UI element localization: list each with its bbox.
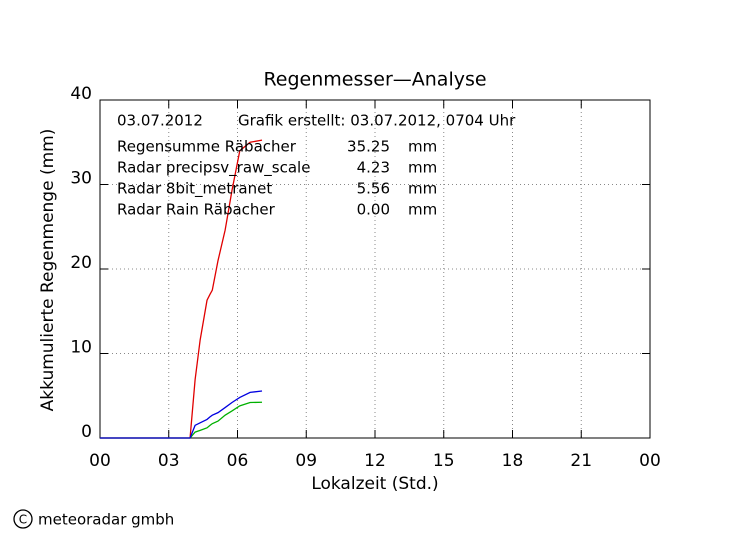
legend-name: Radar 8bit_metranet	[117, 180, 272, 199]
x-tick-label: 18	[502, 451, 524, 471]
plot-frame	[99, 99, 651, 439]
legend-value: 35.25	[347, 138, 390, 156]
legend-value: 5.56	[357, 180, 390, 198]
legend-unit: mm	[408, 180, 437, 198]
x-tick-label: 21	[570, 451, 592, 471]
x-axis-label: Lokalzeit (Std.)	[311, 474, 438, 494]
x-tick-label: 09	[295, 451, 317, 471]
x-tick-label: 00	[639, 451, 661, 471]
legend-value: 0.00	[357, 201, 390, 219]
series-line	[100, 401, 263, 439]
x-tick-label: 00	[89, 451, 111, 471]
date: 03.07.2012	[117, 112, 203, 130]
y-axis-label: Akkumulierte Regenmenge (mm)	[38, 129, 58, 412]
legend-name: Radar Rain Räbacher	[117, 201, 276, 219]
x-tick-label: 15	[433, 451, 455, 471]
series-line	[100, 139, 263, 439]
x-tick-label: 06	[227, 451, 249, 471]
logo-circle	[13, 509, 33, 529]
x-tick-label: 12	[364, 451, 386, 471]
y-tick-label: 40	[70, 84, 92, 104]
legend-name: Regensumme Räbacher	[117, 138, 297, 156]
legend-value: 4.23	[357, 159, 390, 177]
footer: meteoradar gmbh	[38, 511, 174, 529]
y-tick-label: 30	[70, 169, 92, 189]
legend-unit: mm	[408, 138, 437, 156]
created-note: Grafik erstellt: 03.07.2012, 0704 Uhr	[238, 112, 516, 130]
legend-name: Radar precipsv_raw_scale	[117, 159, 310, 178]
y-tick-label: 0	[81, 422, 92, 442]
y-tick-label: 20	[70, 253, 92, 273]
logo-symbol: C	[19, 513, 27, 527]
legend-unit: mm	[408, 201, 437, 219]
legend-unit: mm	[408, 159, 437, 177]
y-tick-label: 10	[70, 338, 92, 358]
x-tick-label: 03	[158, 451, 180, 471]
chart-title: Regenmesser—Analyse	[263, 69, 486, 91]
series-line	[100, 390, 263, 439]
